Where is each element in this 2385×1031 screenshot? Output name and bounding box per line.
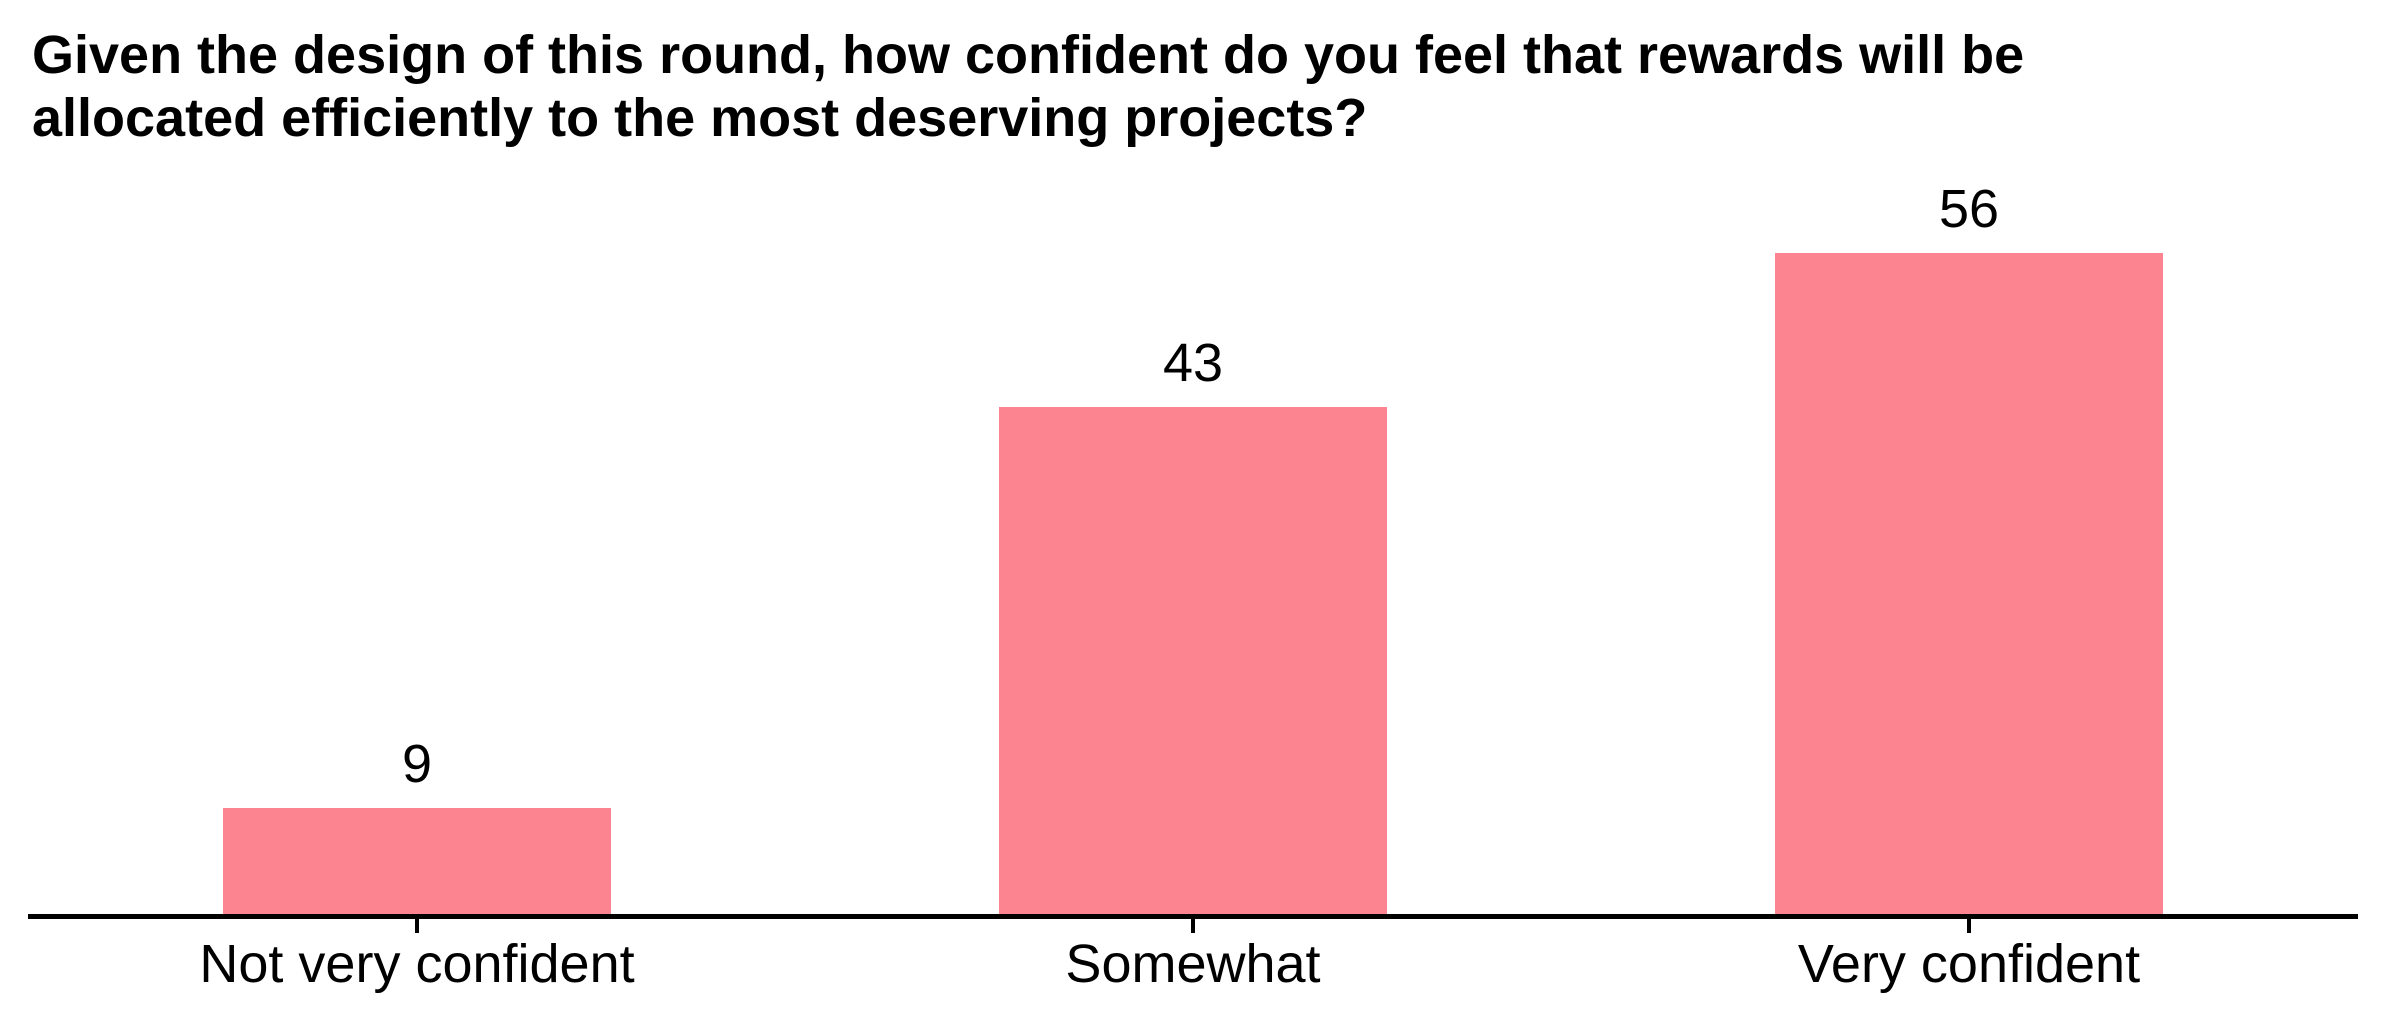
bar	[223, 808, 611, 914]
bar	[999, 407, 1387, 914]
x-axis-tick	[1191, 919, 1195, 933]
x-axis-line	[28, 914, 2358, 919]
chart-title-line1: Given the design of this round, how conf…	[32, 25, 2025, 85]
bar-value-label: 9	[401, 734, 433, 794]
x-axis-tick	[415, 919, 419, 933]
bar	[1775, 253, 2163, 914]
bar-value-label: 43	[1162, 333, 1224, 393]
bar-value-label: 56	[1938, 179, 2000, 239]
chart-title-line2: allocated efficiently to the most deserv…	[32, 88, 1368, 148]
x-axis-category-label: Somewhat	[1065, 934, 1321, 994]
x-axis-tick	[1967, 919, 1971, 933]
x-axis-category-label: Very confident	[1797, 934, 2141, 994]
x-axis-category-label: Not very confident	[199, 934, 635, 994]
chart-title: Given the design of this round, how conf…	[32, 24, 2352, 150]
